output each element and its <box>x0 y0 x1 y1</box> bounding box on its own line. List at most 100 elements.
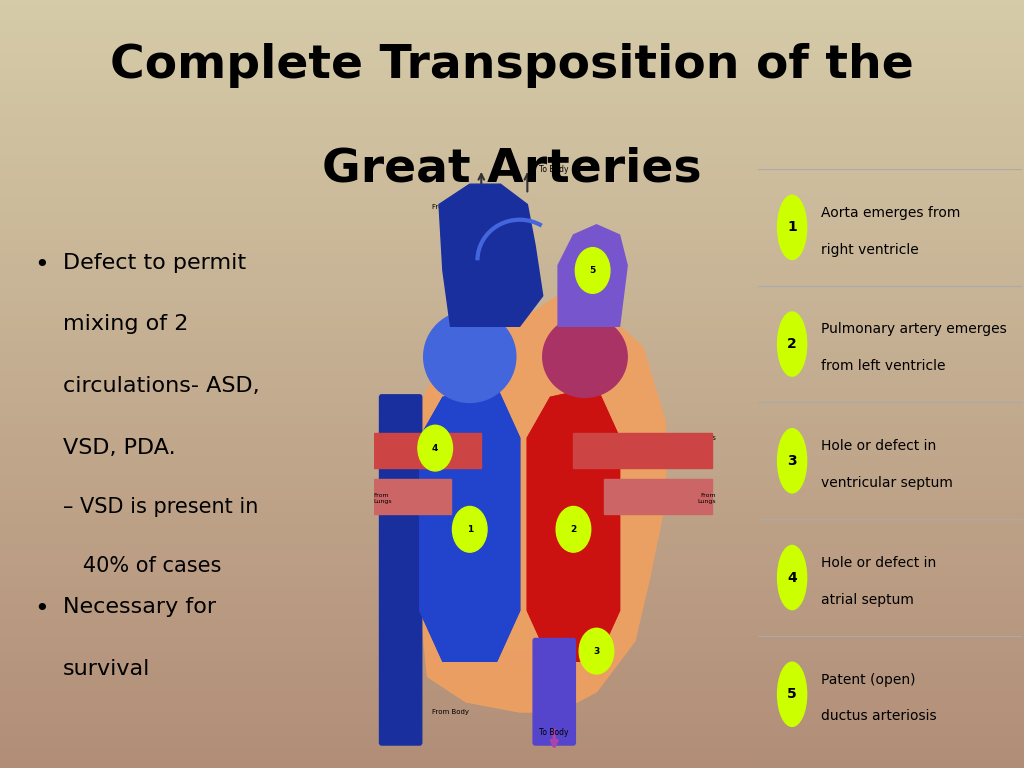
Bar <box>0 428 1024 430</box>
Bar <box>0 36 1024 38</box>
Bar <box>0 670 1024 674</box>
Bar <box>0 56 1024 59</box>
Bar <box>0 230 1024 233</box>
Bar <box>0 38 1024 41</box>
Bar <box>0 699 1024 701</box>
FancyBboxPatch shape <box>374 433 481 468</box>
Bar <box>0 313 1024 315</box>
Bar <box>0 284 1024 286</box>
Bar <box>0 684 1024 686</box>
Polygon shape <box>439 184 543 326</box>
Text: – VSD is present in: – VSD is present in <box>62 498 258 518</box>
Bar <box>0 105 1024 108</box>
Bar <box>0 384 1024 386</box>
Circle shape <box>777 545 807 610</box>
Bar <box>0 545 1024 548</box>
Bar <box>0 59 1024 61</box>
Bar <box>0 23 1024 25</box>
Bar <box>0 69 1024 71</box>
Bar <box>0 61 1024 64</box>
Bar <box>0 15 1024 18</box>
Bar <box>0 494 1024 497</box>
Bar <box>0 156 1024 159</box>
Text: mixing of 2: mixing of 2 <box>62 315 188 335</box>
Bar <box>0 482 1024 484</box>
Bar <box>0 233 1024 236</box>
Bar <box>0 13 1024 15</box>
FancyBboxPatch shape <box>380 395 422 745</box>
Text: 4: 4 <box>432 444 438 452</box>
Bar <box>0 64 1024 67</box>
Bar <box>0 302 1024 305</box>
Bar <box>0 223 1024 225</box>
Bar <box>0 422 1024 425</box>
Bar <box>0 666 1024 668</box>
FancyBboxPatch shape <box>374 478 451 514</box>
Bar <box>0 704 1024 707</box>
Bar <box>0 650 1024 653</box>
Bar <box>0 161 1024 164</box>
Bar <box>0 512 1024 515</box>
Text: 3: 3 <box>787 454 797 468</box>
Bar <box>0 102 1024 105</box>
Text: Pulmonary artery emerges: Pulmonary artery emerges <box>821 323 1007 336</box>
Ellipse shape <box>424 311 516 402</box>
Bar <box>0 228 1024 230</box>
Bar <box>0 607 1024 609</box>
Bar <box>0 645 1024 647</box>
Bar <box>0 25 1024 28</box>
Polygon shape <box>420 387 519 661</box>
Bar <box>0 123 1024 125</box>
Bar <box>0 407 1024 409</box>
Bar <box>0 558 1024 561</box>
Bar <box>0 399 1024 402</box>
Bar <box>0 668 1024 670</box>
Bar <box>0 581 1024 584</box>
Bar <box>0 647 1024 650</box>
Bar <box>0 113 1024 115</box>
Bar <box>0 612 1024 614</box>
Bar <box>0 48 1024 51</box>
Bar <box>0 197 1024 200</box>
Text: right ventricle: right ventricle <box>821 243 919 257</box>
Text: VSD, PDA.: VSD, PDA. <box>62 438 175 458</box>
Bar <box>0 627 1024 630</box>
Text: •: • <box>35 253 49 276</box>
Bar <box>0 353 1024 356</box>
Bar <box>0 256 1024 259</box>
Bar <box>0 676 1024 678</box>
Bar <box>0 167 1024 169</box>
Circle shape <box>575 247 610 293</box>
Bar <box>0 722 1024 724</box>
Bar <box>0 138 1024 141</box>
Bar <box>0 315 1024 317</box>
Bar <box>0 159 1024 161</box>
Bar <box>0 317 1024 320</box>
Bar <box>0 755 1024 758</box>
Text: atrial septum: atrial septum <box>821 593 914 607</box>
Bar <box>0 620 1024 622</box>
Bar <box>0 21 1024 23</box>
Bar <box>0 566 1024 568</box>
Text: 40% of cases: 40% of cases <box>62 556 221 577</box>
Bar <box>0 714 1024 717</box>
Bar <box>0 217 1024 220</box>
Bar <box>0 144 1024 146</box>
Text: From
Lungs: From Lungs <box>374 494 392 505</box>
Bar <box>0 300 1024 302</box>
Bar <box>0 110 1024 113</box>
Bar <box>0 84 1024 87</box>
Bar <box>0 10 1024 13</box>
Bar <box>0 660 1024 663</box>
Bar <box>0 238 1024 240</box>
Circle shape <box>777 662 807 727</box>
Text: from left ventricle: from left ventricle <box>821 359 946 373</box>
Bar <box>0 530 1024 532</box>
Bar <box>0 87 1024 90</box>
Bar <box>0 133 1024 136</box>
Text: 2: 2 <box>570 525 577 534</box>
Bar <box>0 164 1024 167</box>
Bar <box>0 305 1024 307</box>
Bar <box>0 617 1024 620</box>
Bar <box>0 376 1024 379</box>
